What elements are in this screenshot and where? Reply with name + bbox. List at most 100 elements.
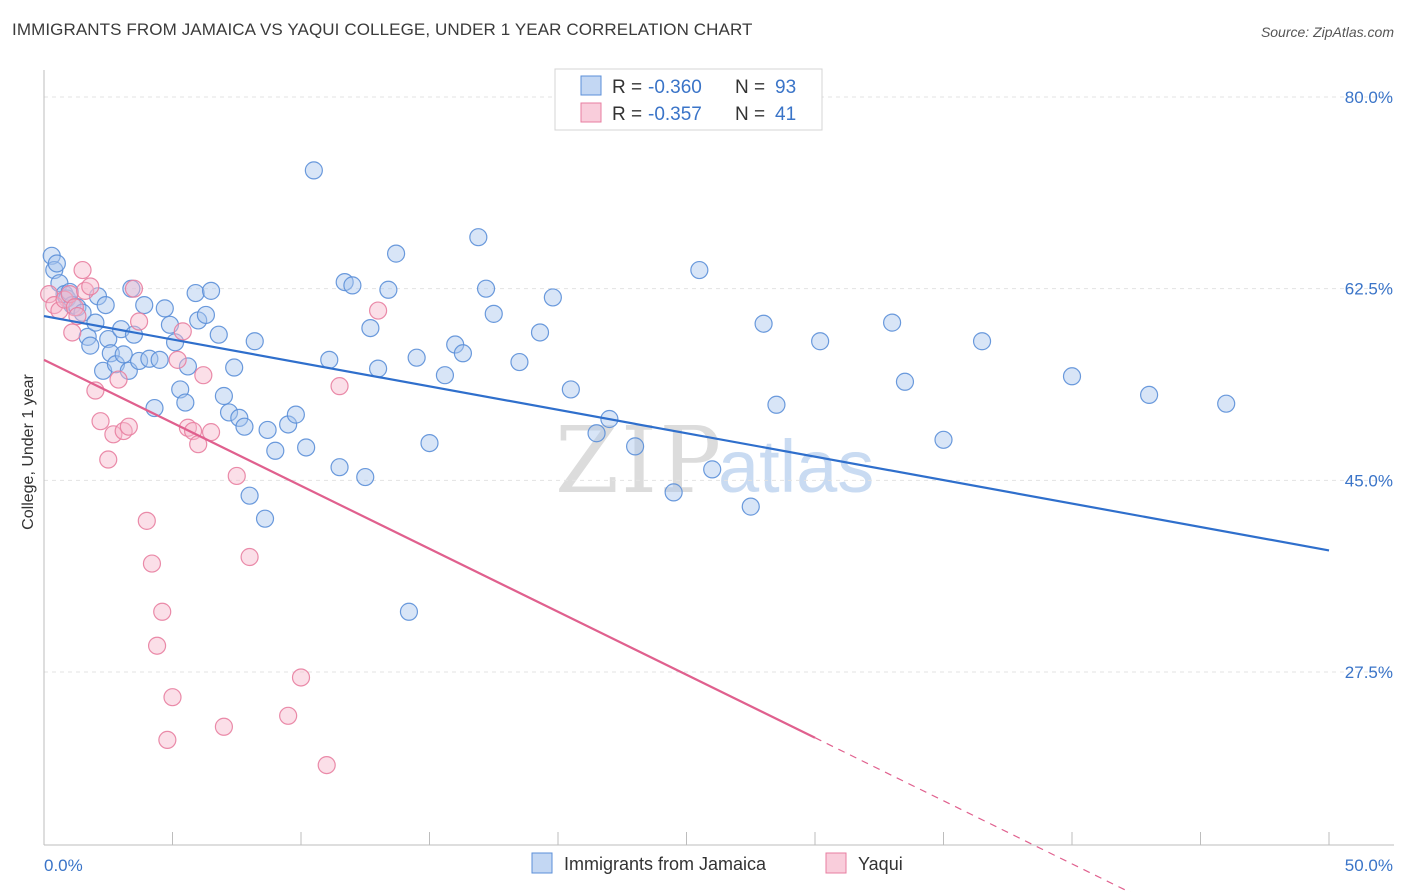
- point-1-33: [214, 717, 233, 736]
- trend-line-0: [43, 314, 1330, 552]
- y-tick-label-1: 62.5%: [1345, 280, 1393, 299]
- point-1-26: [168, 350, 187, 369]
- point-1-17: [119, 417, 138, 436]
- point-0-65: [420, 433, 439, 453]
- x-tick-label-max: 50.0%: [1345, 856, 1393, 875]
- bottom-legend: Immigrants from Jamaica Yaqui: [531, 852, 903, 874]
- trend-lines: [43, 314, 1330, 892]
- point-0-92: [1217, 394, 1236, 413]
- point-0-70: [476, 279, 496, 298]
- point-1-23: [153, 602, 172, 621]
- point-1-15: [109, 370, 128, 389]
- point-1-5: [63, 323, 82, 342]
- point-0-75: [561, 380, 580, 399]
- point-1-14: [104, 425, 123, 444]
- point-0-79: [664, 483, 683, 502]
- point-0-33: [176, 393, 195, 412]
- point-0-17: [101, 344, 120, 363]
- chart-title: IMMIGRANTS FROM JAMAICA VS YAQUI COLLEGE…: [12, 20, 753, 39]
- point-0-35: [186, 283, 205, 303]
- point-0-73: [530, 323, 550, 342]
- x-tick-label-min: 0.0%: [44, 856, 83, 875]
- point-0-52: [297, 438, 316, 457]
- point-1-1: [45, 295, 64, 315]
- point-0-62: [386, 244, 406, 263]
- y-tick-labels: 80.0% 62.5% 45.0% 27.5%: [1345, 88, 1393, 682]
- point-1-39: [330, 377, 349, 396]
- watermark-atlas: atlas: [718, 425, 874, 508]
- point-1-37: [291, 668, 311, 687]
- x-ticks: [43, 832, 1330, 845]
- point-0-55: [330, 458, 349, 477]
- point-0-49: [266, 441, 285, 460]
- point-0-34: [178, 357, 198, 376]
- point-0-84: [767, 395, 786, 414]
- point-0-51: [286, 405, 305, 424]
- point-0-54: [320, 350, 339, 369]
- point-0-39: [209, 325, 228, 344]
- point-0-16: [99, 329, 118, 349]
- point-0-71: [484, 304, 503, 323]
- point-1-13: [99, 450, 118, 469]
- grid-lines: [44, 96, 1394, 673]
- point-0-69: [469, 228, 488, 247]
- point-0-66: [435, 366, 455, 385]
- legend-r-label-yaqui: R =: [612, 104, 642, 125]
- point-0-81: [703, 460, 722, 479]
- point-0-11: [81, 336, 100, 355]
- point-0-2: [47, 254, 66, 273]
- point-1-34: [227, 466, 246, 486]
- point-0-91: [1139, 385, 1159, 405]
- point-0-43: [230, 408, 249, 428]
- point-0-46: [245, 332, 264, 351]
- point-0-25: [135, 295, 154, 315]
- series-jamaica-points: [42, 161, 1236, 621]
- point-0-64: [407, 348, 426, 367]
- point-1-20: [137, 511, 156, 530]
- point-0-12: [86, 313, 105, 332]
- bottom-legend-swatch-jamaica: [531, 852, 553, 874]
- point-0-86: [882, 313, 902, 332]
- point-1-38: [317, 755, 336, 775]
- trend-line-dashed-1: [814, 737, 1131, 892]
- legend-n-label-yaqui: N =: [735, 104, 765, 125]
- point-0-72: [510, 352, 529, 372]
- point-0-40: [214, 386, 233, 406]
- point-0-58: [356, 467, 375, 487]
- point-0-20: [114, 345, 133, 364]
- legend: R = -0.360 N = 93 R = -0.357 N = 41: [554, 68, 823, 131]
- y-tick-label-2: 45.0%: [1345, 471, 1393, 490]
- point-1-35: [240, 547, 259, 567]
- watermark-zip: ZIP: [555, 407, 723, 514]
- point-0-74: [543, 288, 562, 307]
- y-tick-label-3: 27.5%: [1345, 663, 1393, 682]
- point-1-25: [163, 688, 182, 707]
- point-0-87: [895, 372, 915, 391]
- legend-r-value-jamaica: -0.360: [648, 77, 702, 98]
- point-0-28: [150, 350, 169, 369]
- point-0-76: [587, 424, 606, 443]
- point-0-63: [399, 602, 419, 621]
- legend-swatch-yaqui: [580, 102, 602, 123]
- point-1-22: [147, 636, 167, 655]
- point-0-78: [625, 437, 645, 456]
- point-1-21: [142, 554, 162, 573]
- point-0-44: [235, 417, 254, 436]
- point-0-50: [279, 415, 298, 434]
- point-0-90: [1062, 367, 1082, 386]
- point-0-83: [754, 314, 773, 333]
- point-0-29: [155, 299, 174, 318]
- legend-n-value-yaqui: 41: [775, 104, 796, 125]
- legend-n-label-jamaica: N =: [735, 77, 765, 98]
- point-1-24: [158, 730, 177, 750]
- point-1-36: [279, 706, 298, 725]
- point-0-47: [255, 509, 275, 528]
- point-0-53: [304, 161, 323, 180]
- point-0-60: [369, 359, 388, 378]
- point-0-85: [811, 332, 830, 351]
- axes: [43, 70, 1394, 846]
- point-0-37: [196, 305, 216, 325]
- legend-swatch-jamaica: [580, 75, 602, 96]
- point-1-8: [73, 260, 92, 280]
